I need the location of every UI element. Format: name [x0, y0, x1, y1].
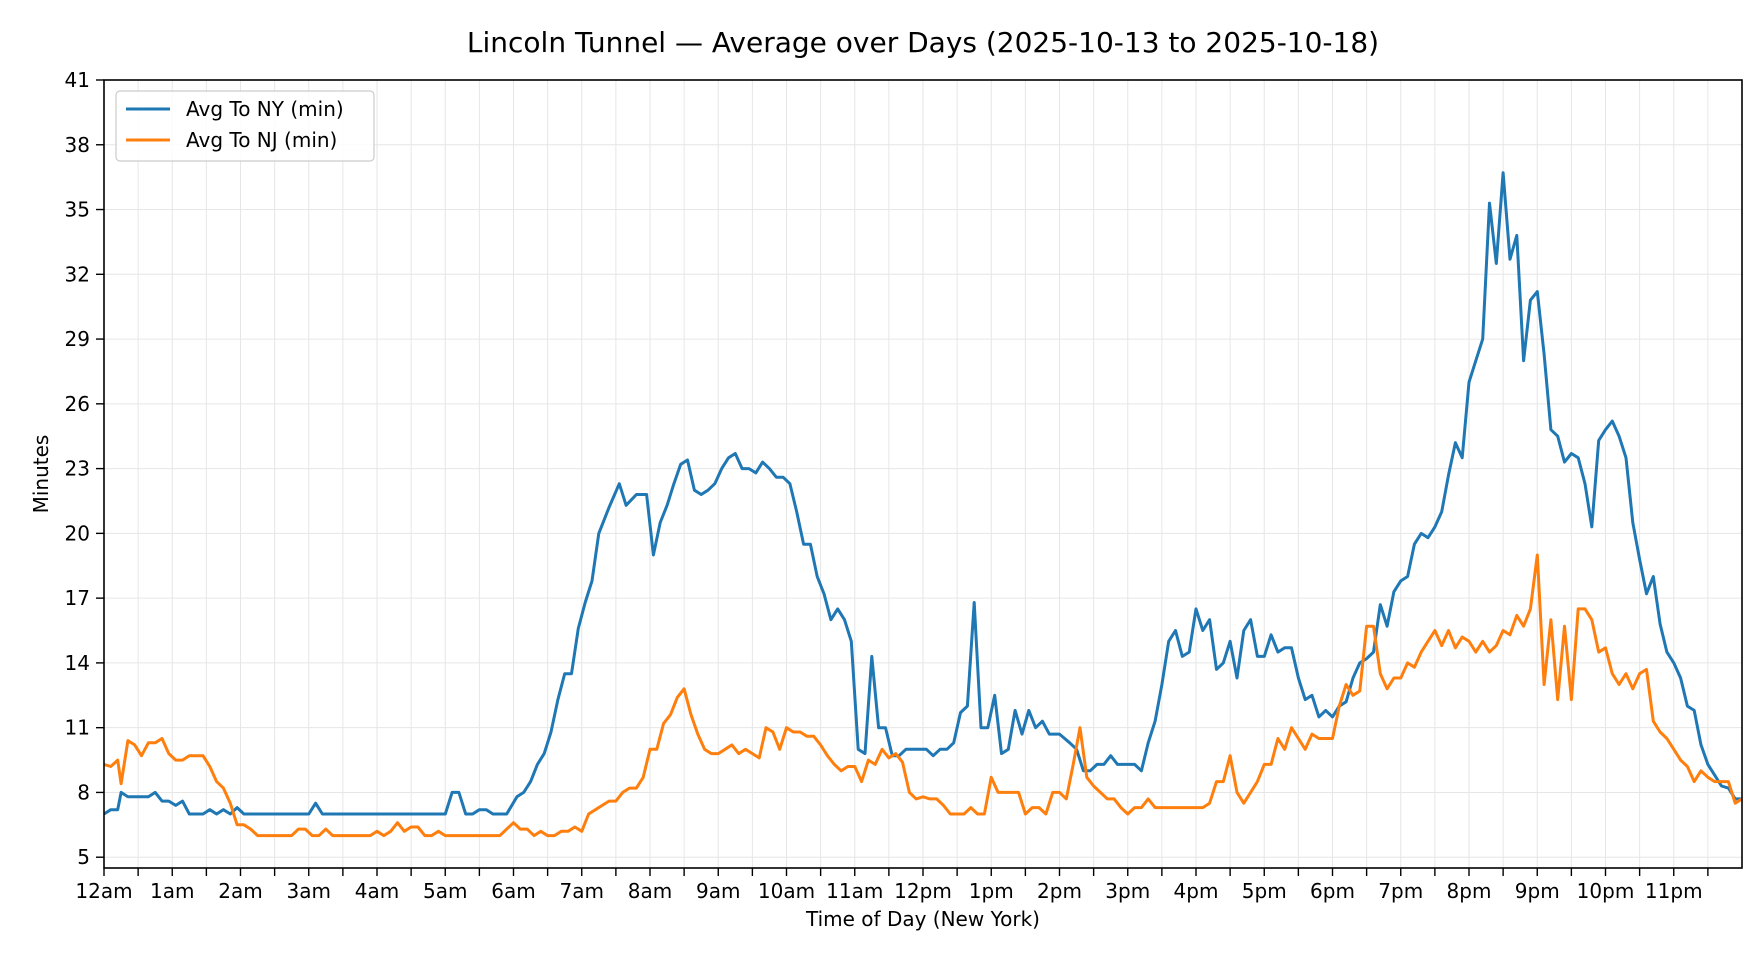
chart-title: Lincoln Tunnel — Average over Days (2025… — [467, 26, 1379, 59]
series-lines — [103, 171, 1743, 838]
y-tick-label: 41 — [65, 68, 90, 92]
x-tick-label: 8pm — [1447, 879, 1492, 903]
x-tick-label: 4pm — [1174, 879, 1219, 903]
y-tick-label: 32 — [65, 262, 90, 286]
x-tick-label: 8am — [628, 879, 672, 903]
x-tick-label: 10am — [758, 879, 815, 903]
x-tick-label: 1am — [150, 879, 194, 903]
axis-ticks: 12am 1am 2am 3am 4am 5am 6am 7am 8am 9am 10am 11am 1… — [65, 68, 1709, 903]
x-tick-label: 6am — [491, 879, 535, 903]
x-tick-label: 3am — [287, 879, 331, 903]
y-tick-label: 35 — [65, 198, 90, 222]
x-tick-label: 4am — [355, 879, 399, 903]
x-tick-label: 7pm — [1378, 879, 1423, 903]
y-tick-label: 17 — [65, 586, 90, 610]
y-tick-label: 20 — [65, 521, 90, 545]
y-tick-label: 14 — [65, 651, 90, 675]
x-axis-label: Time of Day (New York) — [805, 907, 1040, 931]
legend: Avg To NY (min) Avg To NJ (min) — [115, 90, 375, 162]
x-tick-label: 11pm — [1645, 879, 1703, 903]
x-tick-label: 5pm — [1242, 879, 1287, 903]
legend-box — [115, 90, 375, 162]
x-tick-label: 1pm — [969, 879, 1014, 903]
x-tick-label: 7am — [560, 879, 604, 903]
y-tick-label: 5 — [77, 845, 90, 869]
y-tick-label: 26 — [65, 392, 90, 416]
x-tick-label: 11am — [826, 879, 883, 903]
legend-label-to-ny: Avg To NY (min) — [186, 97, 344, 121]
x-tick-label: 10pm — [1577, 879, 1635, 903]
x-tick-label: 9am — [696, 879, 740, 903]
x-tick-label: 6pm — [1310, 879, 1355, 903]
x-tick-label: 12am — [75, 879, 132, 903]
x-tick-label: 12pm — [894, 879, 952, 903]
x-tick-label: 2pm — [1037, 879, 1082, 903]
x-tick-label: 9pm — [1515, 879, 1560, 903]
x-tick-label: 2am — [218, 879, 262, 903]
y-tick-label: 8 — [77, 780, 90, 804]
y-tick-label: 29 — [65, 327, 90, 351]
y-tick-label: 11 — [65, 716, 90, 740]
series-line-to-ny — [103, 171, 1742, 816]
x-tick-label: 5am — [423, 879, 467, 903]
y-tick-label: 23 — [65, 457, 90, 481]
y-tick-label: 38 — [65, 133, 90, 157]
legend-label-to-nj: Avg To NJ (min) — [186, 128, 337, 152]
x-tick-label: 3pm — [1105, 879, 1150, 903]
y-axis-label: Minutes — [29, 435, 53, 514]
series-line-to-nj — [103, 553, 1743, 838]
